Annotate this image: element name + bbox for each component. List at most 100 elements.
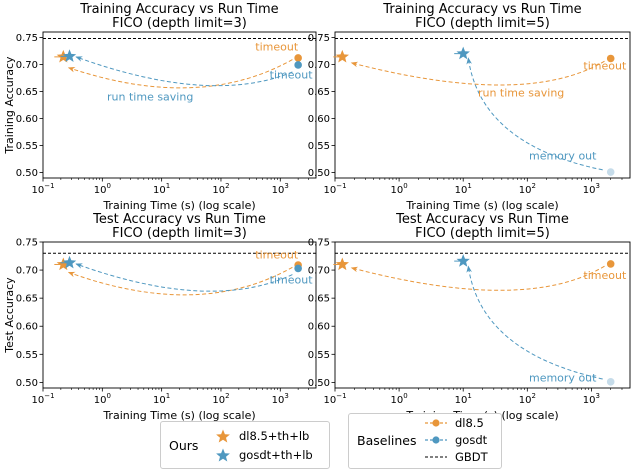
axis-frame: [42, 241, 317, 389]
chart-subtitle: FICO (depth limit=5): [415, 226, 550, 241]
x-tick-label: 103: [272, 182, 289, 196]
chart-title: Test Accuracy vs Run Time: [92, 212, 266, 227]
legend-baselines-item-gbdt: GBDT: [425, 450, 488, 464]
legend-baselines-title: Baselines: [357, 433, 417, 448]
chart-title: Training Accuracy vs Run Time: [79, 2, 278, 17]
legend-star-dl85: [216, 429, 230, 443]
x-tick-label: 100: [391, 392, 408, 406]
point-gosdt: [606, 378, 615, 386]
legend-baselines-label-dl85: dl8.5: [455, 416, 484, 430]
x-tick-label: 102: [212, 182, 229, 196]
x-tick-label: 10−1: [31, 392, 54, 406]
y-tick-label: 0.60: [308, 322, 330, 333]
dash-line-icon: [425, 456, 447, 458]
arrow-gosdt: [466, 265, 603, 380]
y-tick-label: 0.50: [16, 168, 38, 179]
star-icon: [216, 448, 230, 462]
x-tick-label: 103: [272, 392, 289, 406]
y-tick-label: 0.60: [308, 114, 330, 125]
y-tick-label: 0.55: [16, 350, 38, 361]
annotation-timeout: timeout: [583, 269, 627, 282]
star-dl85_ours: [335, 257, 349, 271]
x-tick-label: 101: [455, 392, 472, 406]
arrow-gosdt: [75, 56, 293, 87]
legend-ours-item-gosdt: gosdt+th+lb: [215, 448, 313, 462]
y-tick-label: 0.70: [308, 60, 330, 71]
arrow-gosdt: [75, 263, 293, 292]
chart-title: Test Accuracy vs Run Time: [395, 212, 569, 227]
y-tick-label: 0.50: [308, 168, 330, 179]
arrow-dl85: [67, 59, 293, 89]
annotation-run-time-saving: run time saving: [107, 91, 193, 104]
legend-baselines-label-gbdt: GBDT: [455, 450, 488, 464]
point-dl85: [606, 54, 615, 63]
annotation-memory-out: memory out: [529, 150, 597, 163]
annotation-run-time-saving: run time saving: [478, 86, 564, 99]
y-tick-label: 0.75: [16, 33, 38, 44]
x-tick-label: 100: [94, 392, 111, 406]
star-icon: [216, 429, 230, 443]
x-tick-label: 101: [153, 182, 170, 196]
star-gosdt_ours: [62, 49, 77, 62]
arrow-dl85: [350, 60, 605, 86]
x-tick-label: 10−1: [31, 182, 54, 196]
x-tick-label: 103: [583, 182, 600, 196]
annotation-timeout: timeout: [255, 248, 299, 261]
y-tick-label: 0.70: [308, 266, 330, 277]
x-tick-label: 100: [391, 182, 408, 196]
x-axis-label: Training Time (s) (log scale): [405, 199, 558, 212]
legend-ours-item-dl85: dl8.5+th+lb: [215, 429, 309, 443]
x-tick-label: 102: [212, 392, 229, 406]
star-dl85_ours: [335, 49, 349, 63]
y-tick-label: 0.65: [16, 87, 38, 98]
chart-subtitle: FICO (depth limit=3): [112, 226, 247, 241]
y-tick-label: 0.55: [308, 141, 330, 152]
dot-icon: [425, 419, 447, 427]
y-tick-label: 0.65: [308, 87, 330, 98]
point-gosdt: [606, 168, 615, 176]
y-tick-label: 0.75: [308, 33, 330, 44]
y-tick-label: 0.50: [16, 378, 38, 389]
legend-ours-label-gosdt: gosdt+th+lb: [239, 448, 313, 462]
x-axis-label: Training Time (s) (log scale): [102, 199, 255, 212]
x-tick-label: 102: [519, 182, 536, 196]
y-tick-label: 0.60: [16, 114, 38, 125]
y-tick-label: 0.75: [308, 238, 330, 249]
dot-icon: [425, 436, 447, 444]
arrow-gosdt: [466, 57, 603, 171]
annotation-timeout: timeout: [583, 59, 627, 72]
y-tick-label: 0.55: [308, 350, 330, 361]
chart-subtitle: FICO (depth limit=5): [415, 16, 550, 31]
arrow-dl85: [350, 265, 605, 291]
axis-frame: [42, 31, 317, 179]
y-tick-label: 0.65: [16, 294, 38, 305]
y-tick-label: 0.70: [16, 60, 38, 71]
y-tick-label: 0.55: [16, 141, 38, 152]
legend-ours-label-dl85: dl8.5+th+lb: [239, 429, 310, 443]
y-tick-label: 0.60: [16, 322, 38, 333]
legend-ours-title: Ours: [169, 438, 199, 453]
legend-baselines: Baselines dl8.5 gosdt GBDT: [348, 413, 502, 469]
legend-baselines-item-gosdt: gosdt: [425, 433, 487, 447]
point-dl85: [606, 260, 615, 268]
y-axis-label: Test Accuracy: [3, 277, 16, 354]
legend-baselines-label-gosdt: gosdt: [455, 433, 488, 447]
point-dl85: [294, 54, 302, 62]
x-tick-label: 10−1: [323, 392, 346, 406]
x-tick-label: 100: [94, 182, 111, 196]
x-tick-label: 102: [519, 392, 536, 406]
chart-title: Training Accuracy vs Run Time: [382, 2, 581, 17]
y-tick-label: 0.75: [16, 238, 38, 249]
x-axis-label: Training Time (s) (log scale): [102, 409, 255, 422]
x-tick-label: 103: [583, 392, 600, 406]
annotation-timeout: timeout: [270, 69, 314, 82]
legend-baselines-item-dl85: dl8.5: [425, 416, 484, 430]
star-gosdt_ours: [62, 255, 77, 269]
point-gosdt: [294, 264, 302, 273]
chart-subtitle: FICO (depth limit=3): [112, 16, 247, 31]
star-gosdt_ours: [456, 254, 470, 267]
axis-frame: [334, 241, 631, 389]
